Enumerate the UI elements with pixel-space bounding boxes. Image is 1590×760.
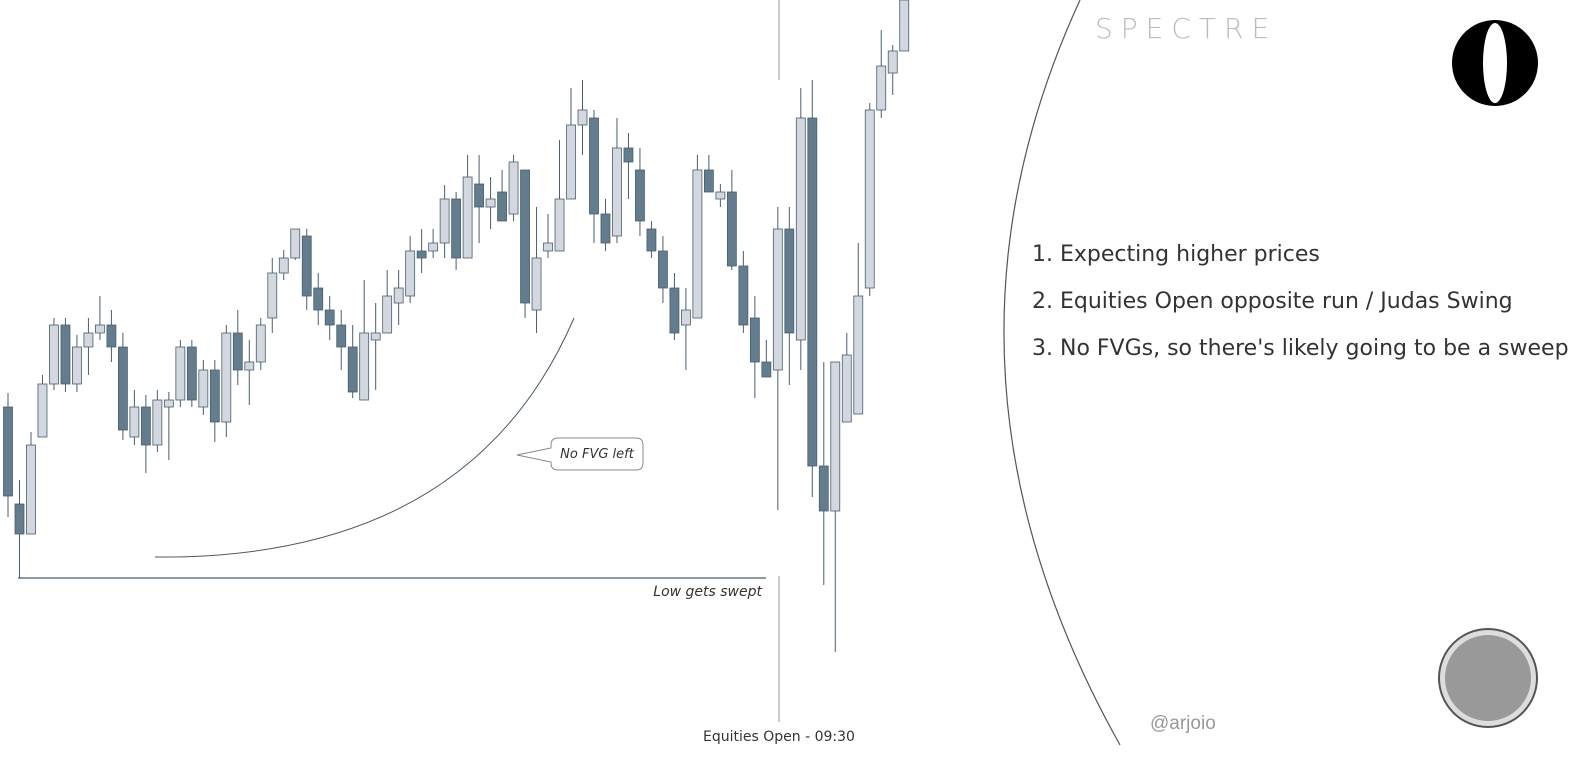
callout (516, 437, 644, 471)
annotation: No FVG left (560, 447, 635, 462)
bear-body (3, 406, 13, 497)
bear-body (232, 332, 243, 371)
bear-body (140, 406, 151, 446)
bear-body (474, 183, 484, 208)
bear-body (635, 169, 645, 222)
bull-body (876, 65, 887, 111)
bull-body (267, 272, 278, 319)
bull-body (543, 242, 553, 252)
bear-body (497, 191, 507, 222)
bull-body (772, 228, 783, 371)
bear-body (623, 147, 634, 163)
note: 1. Expecting higher prices (1032, 242, 1320, 267)
bear-body (658, 250, 668, 289)
annotation: Low gets swept (653, 584, 762, 600)
bear-body (301, 235, 312, 297)
bull-body (278, 257, 289, 274)
bull-body (830, 361, 841, 512)
bear-body (451, 198, 462, 259)
bull-body (428, 242, 439, 252)
bear-body (520, 169, 530, 304)
candles (3, 0, 910, 652)
bear-body (313, 287, 324, 311)
bear-body (186, 346, 197, 401)
bull-body (95, 324, 105, 334)
bear-body (784, 228, 795, 334)
bear-body (209, 369, 220, 423)
bear-body (14, 503, 25, 535)
bull-body (152, 399, 163, 446)
bull-body (554, 198, 565, 252)
logo-mark (1483, 23, 1507, 103)
bull-body (37, 383, 48, 438)
bear-body (416, 250, 427, 259)
bear-body (669, 287, 680, 334)
bear-body (324, 309, 335, 326)
bear-body (336, 324, 347, 348)
annotation: Equities Open - 09:30 (703, 729, 855, 745)
bear-body (749, 317, 760, 363)
bear-body (761, 361, 772, 378)
bull-body (795, 117, 806, 341)
bull-body (49, 324, 59, 385)
bear-body (738, 265, 749, 326)
bull-body (290, 228, 301, 259)
bull-body (681, 309, 691, 326)
bull-body (370, 332, 381, 341)
bear-body (60, 324, 71, 385)
bear-body (703, 169, 714, 193)
bull-body (163, 399, 174, 408)
bear-body (646, 228, 657, 252)
bull-body (566, 124, 576, 200)
bear-body (589, 117, 599, 215)
bull-body (129, 406, 140, 438)
note: 2. Equities Open opposite run / Judas Sw… (1032, 289, 1513, 314)
bull-body (405, 250, 416, 297)
divider-arc (1003, 0, 1121, 746)
bull-body (462, 176, 473, 259)
bull-body (83, 332, 94, 348)
bear-body (600, 213, 611, 244)
bear-body (807, 117, 818, 467)
bear-body (106, 324, 117, 348)
bull-body (72, 346, 82, 385)
bull-body (198, 369, 209, 408)
bull-body (359, 332, 370, 401)
bull-body (485, 198, 496, 208)
bull-body (899, 0, 910, 52)
bull-body (612, 147, 622, 237)
bear-body (818, 465, 829, 512)
bull-body (175, 346, 186, 401)
handle: @arjoio (1150, 713, 1216, 734)
brand: SPECTRE (1095, 12, 1277, 45)
bull-body (531, 257, 542, 311)
bull-body (26, 444, 36, 535)
bull-body (393, 287, 404, 304)
bull-body (887, 50, 898, 74)
arc (154, 317, 575, 558)
bear-body (347, 346, 358, 393)
bull-body (577, 109, 588, 126)
bear-body (118, 346, 128, 431)
bear-body (726, 191, 737, 267)
bull-body (864, 109, 875, 289)
bull-body (244, 361, 255, 371)
note: 3. No FVGs, so there's likely going to b… (1032, 336, 1569, 361)
bull-body (841, 354, 852, 423)
bull-body (853, 295, 864, 415)
bull-body (715, 191, 726, 200)
bull-body (508, 161, 519, 215)
bull-body (382, 295, 393, 334)
bull-body (692, 169, 703, 319)
bull-body (255, 324, 266, 363)
bull-body (221, 332, 232, 423)
bull-body (439, 198, 450, 244)
avatar-photo (1445, 635, 1531, 721)
